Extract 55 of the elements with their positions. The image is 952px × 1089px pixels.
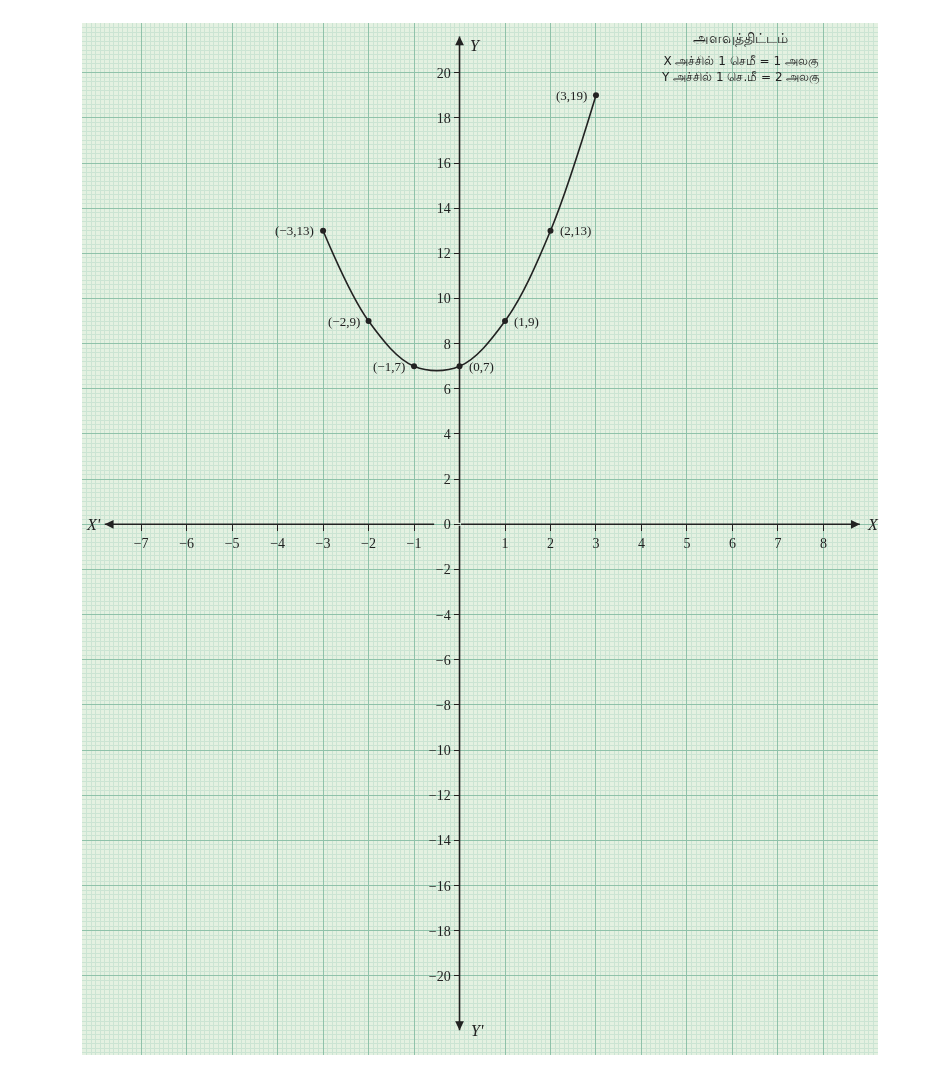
x-tick-label: 7 <box>774 536 782 552</box>
annotation: Y' <box>471 1022 484 1039</box>
y-tick-label: 14 <box>436 201 451 217</box>
annotation: (−2,9) <box>328 314 361 329</box>
x-tick-label: 3 <box>592 536 600 552</box>
y-tick-label: 8 <box>443 336 451 352</box>
annotation: X' <box>86 516 101 533</box>
x-tick-label: 4 <box>637 536 645 552</box>
x-tick-label: 1 <box>501 536 509 552</box>
x-tick-label: 8 <box>819 536 827 552</box>
annotation: (−3,13) <box>275 223 314 238</box>
y-tick-label: 2 <box>443 472 451 488</box>
x-tick-label: −3 <box>315 536 331 552</box>
annotation: (1,9) <box>514 314 539 329</box>
y-axis-title: Y <box>470 37 481 54</box>
y-tick-label: 4 <box>443 426 451 442</box>
y-tick-label: 12 <box>436 246 451 262</box>
x-axis-title: X <box>867 516 879 533</box>
y-tick-label: 6 <box>443 381 451 397</box>
point <box>502 318 509 325</box>
x-tick-label: 5 <box>683 536 691 552</box>
x-tick-label: 2 <box>547 536 554 552</box>
point <box>365 318 372 325</box>
annotation: (2,13) <box>560 223 592 238</box>
x-tick-label: 6 <box>728 536 736 552</box>
y-tick-label: 20 <box>436 65 451 81</box>
y-tick-label: 18 <box>436 110 451 126</box>
y-tick-label: −12 <box>428 788 451 804</box>
text: X அச்சில் 1 செமீ = 1 அலகு Y அச்சில் 1 செ.மீ = 2 அலகு <box>661 54 821 84</box>
y-tick-label: −20 <box>428 968 451 984</box>
y-tick-label: 10 <box>436 291 451 307</box>
y-tick-label: 16 <box>436 155 451 171</box>
x-tick-label: −6 <box>179 536 195 552</box>
y-tick-label: −6 <box>435 652 451 668</box>
x-tick-label: −4 <box>270 536 286 552</box>
y-tick-label: −10 <box>428 743 451 759</box>
text: அளவுத்திட்டம் <box>692 30 788 48</box>
x-tick-label: −2 <box>361 536 377 552</box>
y-tick-label: 0 <box>443 517 451 533</box>
y-tick-label: −2 <box>435 562 451 578</box>
x-tick-label: −5 <box>224 536 240 552</box>
x-tick-label: −1 <box>406 536 422 552</box>
annotation: (−1,7) <box>373 359 406 374</box>
point <box>547 227 554 234</box>
y-tick-label: −4 <box>435 607 451 623</box>
y-tick-label: −8 <box>435 697 451 713</box>
point <box>320 227 327 234</box>
point <box>592 92 599 99</box>
y-tick-label: −18 <box>428 923 451 939</box>
y-tick-label: −16 <box>428 878 451 894</box>
annotation: (0,7) <box>469 359 494 374</box>
annotation: (3,19) <box>556 88 588 103</box>
y-tick-label: −14 <box>428 833 451 849</box>
point <box>411 363 418 370</box>
x-tick-label: −7 <box>133 536 149 552</box>
